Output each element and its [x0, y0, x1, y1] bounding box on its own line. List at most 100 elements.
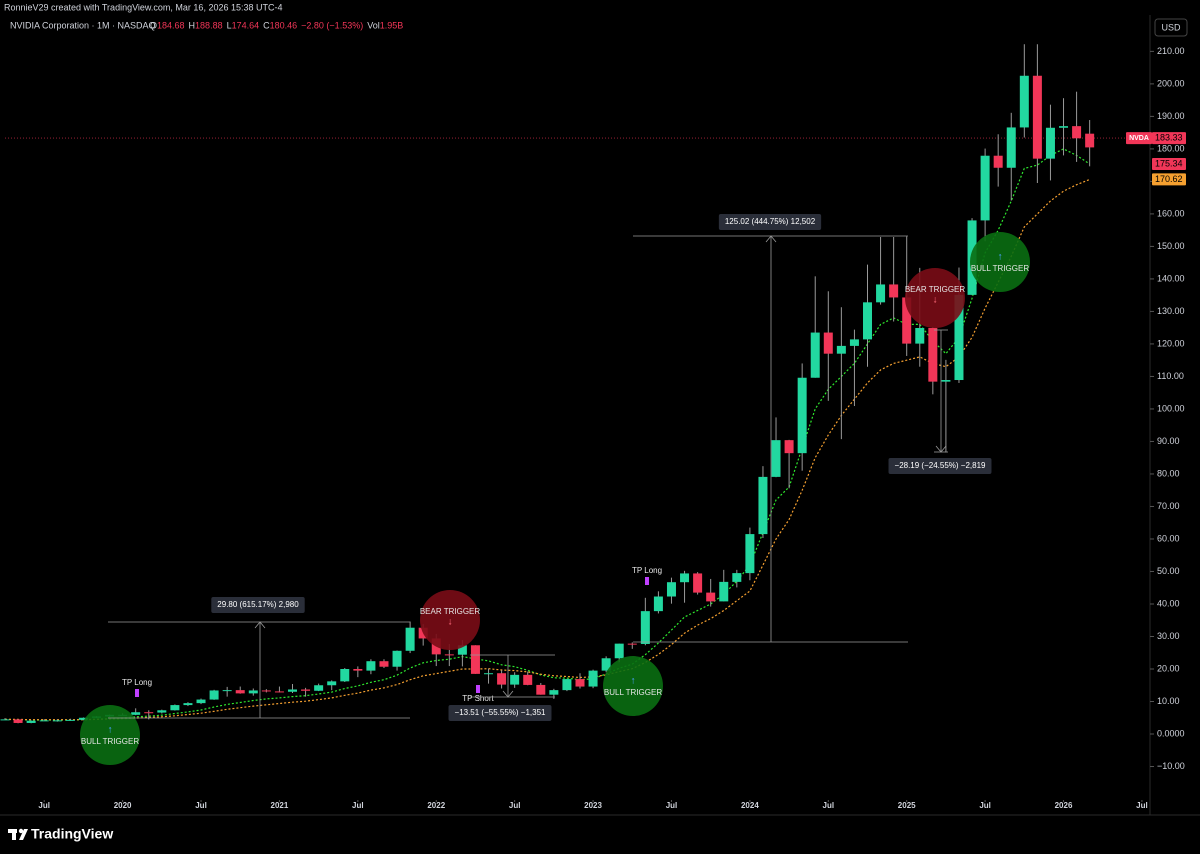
- measure-tool: [934, 329, 948, 453]
- y-tick-label: 0.0000: [1157, 728, 1185, 738]
- candle-body: [863, 302, 872, 340]
- measure-arrow: [502, 690, 514, 698]
- trigger-label: BULL TRIGGER: [971, 264, 1029, 273]
- measure-tool: [633, 235, 908, 643]
- candle-body: [0, 719, 10, 721]
- quote-key: L: [227, 20, 232, 30]
- candle-body: [719, 581, 729, 602]
- measure-label: −28.19 (−24.55%) −2,819: [895, 461, 987, 470]
- measure-label-box: [211, 597, 305, 613]
- candle-body: [797, 377, 807, 454]
- x-tick-label: 2025: [898, 801, 916, 810]
- currency[interactable]: USD: [1161, 22, 1181, 32]
- price-label-box: [1152, 132, 1186, 145]
- y-tick-label: 30.00: [1157, 631, 1180, 641]
- candle-body: [562, 679, 572, 691]
- x-tick-label: Jul: [38, 801, 50, 810]
- price-label-box: [1152, 158, 1186, 171]
- quote-value: −2.80 (−1.53%): [301, 20, 363, 30]
- candle-body: [732, 573, 742, 582]
- candle-body: [876, 284, 886, 303]
- x-tick-label: Jul: [195, 801, 207, 810]
- candle-body: [144, 712, 154, 714]
- candle-body: [392, 650, 402, 667]
- measure-label: −13.51 (−55.55%) −1,351: [455, 708, 547, 717]
- candle-body: [915, 328, 925, 344]
- quote-value: 174.64: [232, 20, 260, 30]
- candle-body: [484, 673, 494, 675]
- trigger-label: BULL TRIGGER: [604, 688, 662, 697]
- candle-body: [444, 654, 454, 656]
- y-tick-label: 180.00: [1157, 143, 1185, 153]
- y-tick-label: 150.00: [1157, 241, 1185, 251]
- trigger-arrow: ↑: [998, 252, 1003, 263]
- y-tick-label: 70.00: [1157, 501, 1180, 511]
- candle-body: [497, 673, 507, 685]
- candle-body: [379, 661, 389, 667]
- y-tick-label: 160.00: [1157, 208, 1185, 218]
- candle-body: [183, 703, 193, 706]
- symbol-tag: NVDA: [1129, 135, 1149, 142]
- measure-label: 125.02 (444.75%) 12,502: [725, 217, 816, 226]
- candle-body: [353, 668, 363, 671]
- trigger-circle: [603, 656, 663, 716]
- candle-body: [666, 582, 676, 597]
- x-tick-label: Jul: [352, 801, 364, 810]
- quote-key: H: [189, 20, 196, 30]
- price-label-box: [1152, 173, 1186, 186]
- tp-label: TP Long: [122, 678, 152, 687]
- measure-label-box: [448, 705, 552, 721]
- candle-body: [849, 339, 859, 346]
- candle-body: [653, 596, 663, 612]
- candle-body: [248, 690, 258, 694]
- measure-label-box: [888, 458, 992, 474]
- trigger-circle: [80, 705, 140, 765]
- candle-body: [954, 294, 964, 381]
- candle-body: [222, 690, 232, 692]
- candle-body: [693, 573, 703, 593]
- candle-body: [823, 332, 833, 354]
- candle-body: [52, 720, 62, 722]
- trigger-arrow: ↓: [448, 617, 453, 628]
- candle-body: [1006, 127, 1016, 168]
- candle-body: [601, 658, 611, 671]
- brand: TradingView: [31, 826, 113, 842]
- candle-body: [745, 534, 755, 574]
- candle-body: [1032, 75, 1042, 159]
- candle-body: [614, 643, 624, 659]
- candle-body: [1059, 126, 1069, 128]
- y-tick-label: 90.00: [1157, 436, 1180, 446]
- candle-body: [131, 712, 141, 715]
- candle-body: [340, 668, 350, 682]
- x-tick-label: Jul: [509, 801, 521, 810]
- trigger-circle: [970, 232, 1030, 292]
- measure-label: 29.80 (615.17%) 2,980: [217, 600, 299, 609]
- price-label: 183.33: [1155, 132, 1183, 142]
- y-tick-label: 20.00: [1157, 663, 1180, 673]
- measure-arrow: [254, 621, 266, 629]
- x-tick-label: 2026: [1055, 801, 1073, 810]
- candle-body: [274, 691, 284, 693]
- candle-body: [523, 674, 533, 685]
- candle-body: [26, 720, 36, 723]
- candle-body: [13, 719, 23, 723]
- trigger-circle: [905, 268, 965, 328]
- quote-value: 184.68: [157, 20, 185, 30]
- y-tick-label: 100.00: [1157, 403, 1185, 413]
- currency-button[interactable]: [1154, 18, 1188, 37]
- y-tick-label: 50.00: [1157, 566, 1180, 576]
- y-tick-label: 210.00: [1157, 46, 1185, 56]
- x-tick-label: Jul: [823, 801, 835, 810]
- credit: RonnieV29 created with TradingView.com, …: [4, 2, 283, 12]
- quote-key: Vol: [367, 20, 380, 30]
- candle-body: [640, 611, 650, 644]
- tp-marker: [476, 685, 480, 693]
- trigger-circle: [420, 590, 480, 650]
- candle-body: [288, 689, 297, 692]
- candle-body: [758, 476, 768, 535]
- candle-body: [993, 155, 1003, 168]
- candle-body: [928, 328, 938, 382]
- candle-body: [627, 643, 637, 645]
